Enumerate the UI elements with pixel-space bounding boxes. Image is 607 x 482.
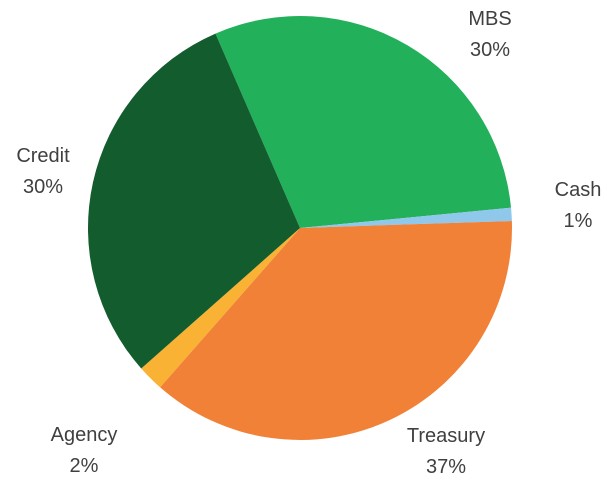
slice-name-mbs: MBS <box>468 8 511 30</box>
pie-slice-cash <box>300 207 512 228</box>
slice-value-treasury: 37% <box>426 456 466 478</box>
pie-slice-treasury <box>160 220 512 440</box>
slice-value-agency: 2% <box>70 455 99 477</box>
slice-name-credit: Credit <box>16 145 70 167</box>
pie-slice-agency <box>141 228 300 388</box>
pie-labels: MBS 30% Cash 1% Treasury 37% Agency 2% Credit 30% <box>16 8 601 478</box>
slice-name-treasury: Treasury <box>407 425 485 447</box>
slice-value-mbs: 30% <box>470 39 510 61</box>
slice-name-agency: Agency <box>51 424 118 446</box>
pie-slices <box>87 16 512 440</box>
slice-value-credit: 30% <box>23 176 63 198</box>
slice-label-credit: Credit 30% <box>16 145 70 198</box>
pie-slice-credit <box>87 33 300 369</box>
slice-label-treasury: Treasury 37% <box>407 425 485 478</box>
slice-value-cash: 1% <box>564 210 593 232</box>
slice-label-agency: Agency 2% <box>51 424 118 477</box>
slice-label-mbs: MBS 30% <box>468 8 511 61</box>
slice-label-cash: Cash 1% <box>555 179 602 232</box>
pie-slice-mbs <box>215 16 512 228</box>
slice-name-cash: Cash <box>555 179 602 201</box>
